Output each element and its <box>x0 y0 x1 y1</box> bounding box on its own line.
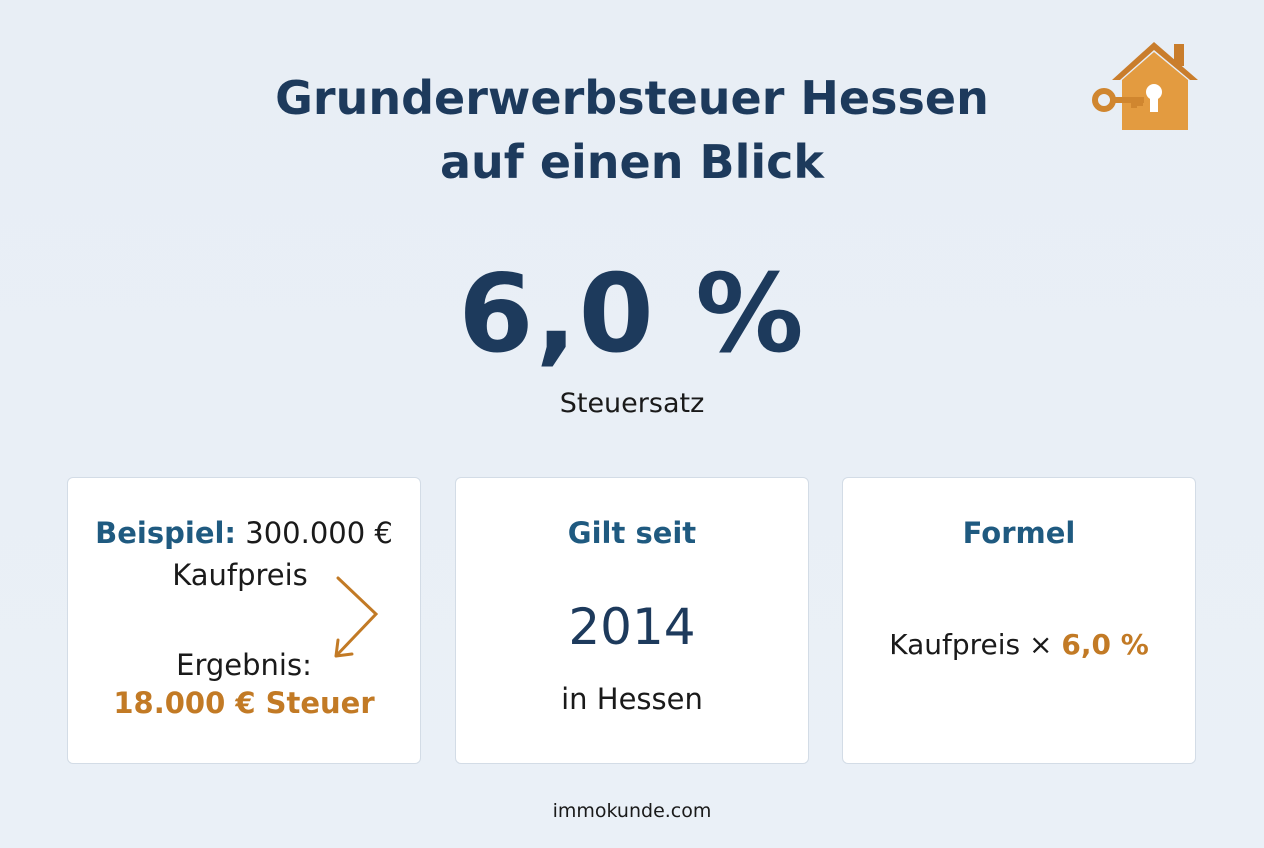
result-label: Ergebnis: <box>176 648 312 682</box>
example-card: Beispiel: 300.000 € Kaufpreis Ergebnis: … <box>67 477 421 764</box>
formula-card: Formel Kaufpreis × 6,0 % <box>842 477 1196 764</box>
formula: Kaufpreis × <box>889 628 1053 661</box>
example-amount: 300.000 € <box>245 516 393 550</box>
house-key-icon <box>1092 42 1198 130</box>
formula-title: Formel <box>962 516 1076 550</box>
arrow <box>334 576 379 658</box>
example-label: Beispiel: <box>95 516 237 550</box>
title-line: auf einen Blick <box>440 135 824 189</box>
footer: immokunde.com <box>552 800 712 822</box>
result: 18.000 € Steuer <box>113 686 375 720</box>
formula-rate: 6,0 % <box>1061 628 1149 661</box>
title-line: Grunderwerbsteuer Hessen <box>275 71 989 125</box>
since-year: 2014 <box>568 598 696 656</box>
since-place: in Hessen <box>561 682 703 716</box>
title: Grunderwerbsteuer Hessen auf einen Blick <box>0 66 1264 194</box>
example-amount-label: Kaufpreis <box>172 558 308 592</box>
since-card: Gilt seit 2014 in Hessen <box>455 477 809 764</box>
tax-rate: 6,0 % <box>458 252 806 377</box>
since-title: Gilt seit <box>567 516 697 550</box>
tax-rate-label: Steuersatz <box>559 388 705 419</box>
